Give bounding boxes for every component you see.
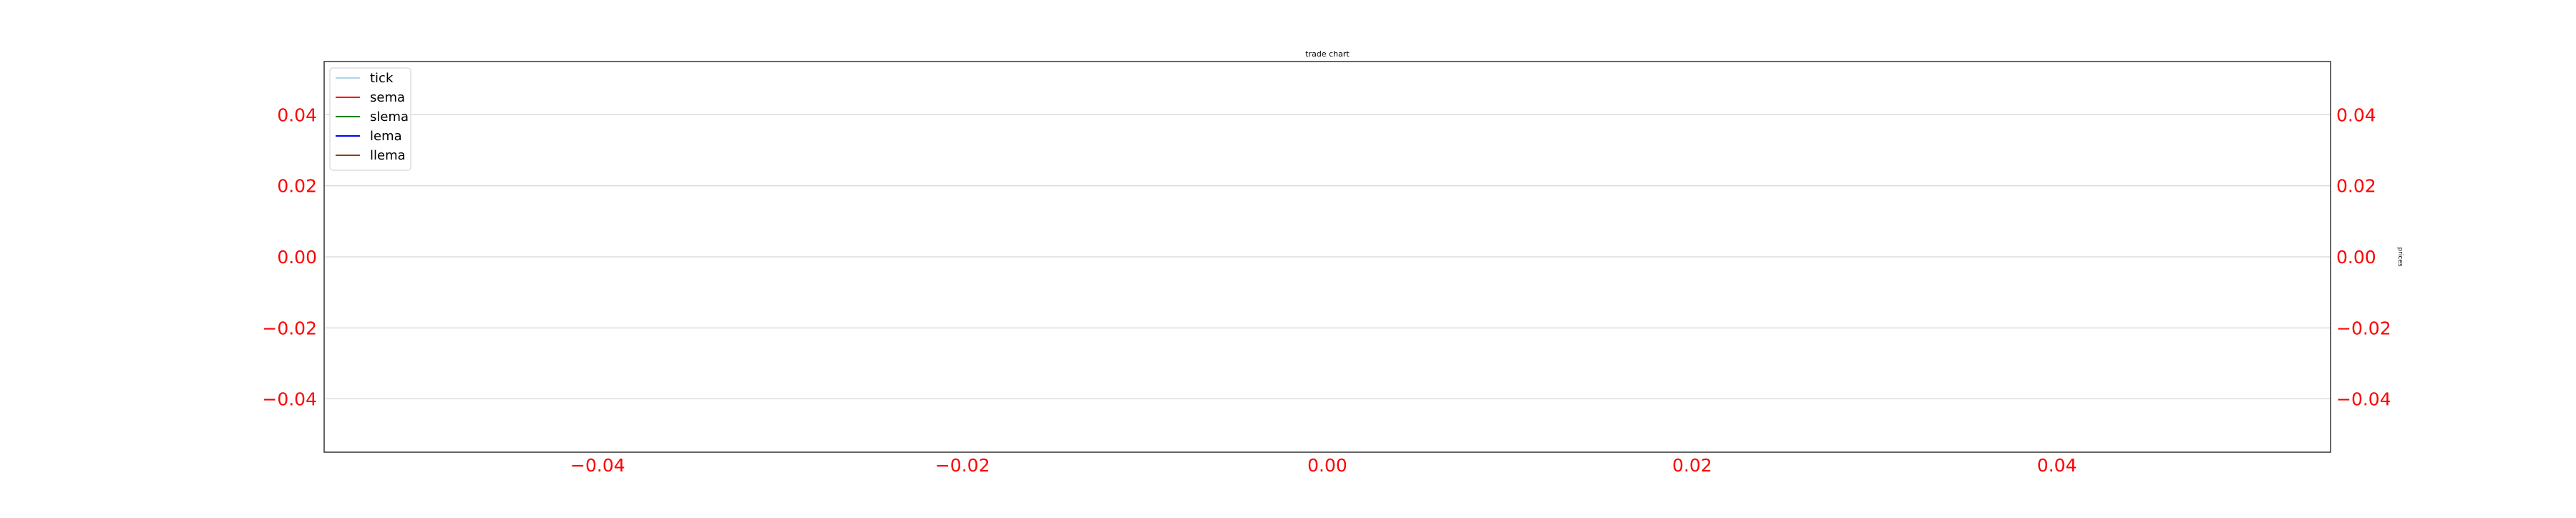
y-tick-label-right: 0.00	[2336, 247, 2376, 268]
y-axis-label: prices	[2396, 247, 2404, 266]
y-tick-label-left: −0.02	[262, 318, 317, 338]
y-tick-label-right: 0.04	[2336, 104, 2376, 125]
y-tick-label-left: −0.04	[262, 389, 317, 410]
plot-area-frame	[323, 61, 2331, 453]
x-tick-label: 0.04	[2037, 455, 2077, 476]
grid-lines	[324, 114, 2331, 400]
chart-title: trade chart	[1305, 49, 1350, 59]
legend-label-tick: tick	[370, 71, 394, 86]
y-tick-label-left: 0.04	[277, 104, 317, 125]
legend-box	[329, 67, 411, 171]
legend-label-llema: llema	[370, 148, 406, 163]
right-y-tick-labels: 0.04 0.02 0.00 −0.02 −0.04	[2336, 104, 2391, 409]
legend-label-sema: sema	[370, 90, 405, 105]
legend: tick sema slema lema llema	[329, 67, 411, 171]
x-tick-label: −0.02	[935, 455, 990, 476]
legend-label-slema: slema	[370, 109, 409, 124]
y-tick-label-left: 0.02	[277, 176, 317, 197]
y-tick-label-left: 0.00	[277, 247, 317, 268]
y-tick-label-right: −0.04	[2336, 389, 2391, 410]
y-tick-label-right: 0.02	[2336, 176, 2376, 197]
legend-label-lema: lema	[370, 129, 402, 144]
x-tick-label: −0.04	[570, 455, 625, 476]
x-tick-label: 0.00	[1307, 455, 1347, 476]
x-tick-labels: −0.04 −0.02 0.00 0.02 0.04	[570, 455, 2077, 476]
x-tick-label: 0.02	[1672, 455, 1712, 476]
y-tick-label-right: −0.02	[2336, 318, 2391, 338]
left-y-tick-labels: 0.04 0.02 0.00 −0.02 −0.04	[262, 104, 317, 409]
